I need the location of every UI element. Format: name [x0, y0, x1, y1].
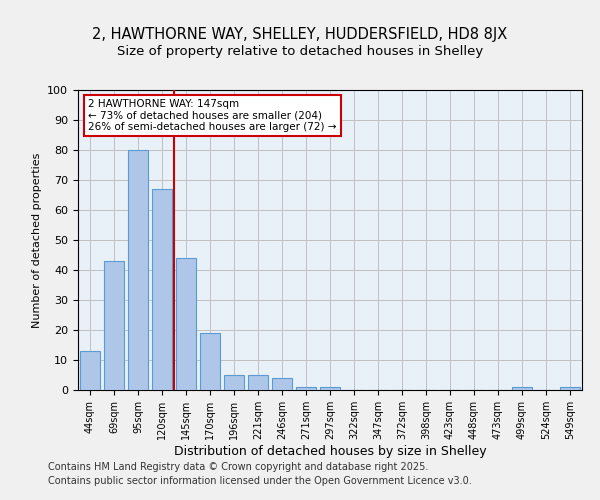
Bar	[224, 375, 244, 390]
Bar	[200, 333, 220, 390]
Bar	[512, 387, 532, 390]
Text: Contains HM Land Registry data © Crown copyright and database right 2025.: Contains HM Land Registry data © Crown c…	[48, 462, 428, 472]
Bar	[176, 258, 196, 390]
Bar	[296, 387, 316, 390]
Bar	[152, 189, 172, 390]
X-axis label: Distribution of detached houses by size in Shelley: Distribution of detached houses by size …	[173, 444, 487, 458]
Y-axis label: Number of detached properties: Number of detached properties	[32, 152, 42, 328]
Text: 2, HAWTHORNE WAY, SHELLEY, HUDDERSFIELD, HD8 8JX: 2, HAWTHORNE WAY, SHELLEY, HUDDERSFIELD,…	[92, 28, 508, 42]
Bar	[560, 387, 580, 390]
Bar	[272, 378, 292, 390]
Bar	[80, 351, 100, 390]
Text: Contains public sector information licensed under the Open Government Licence v3: Contains public sector information licen…	[48, 476, 472, 486]
Bar	[128, 150, 148, 390]
Bar	[104, 261, 124, 390]
Text: Size of property relative to detached houses in Shelley: Size of property relative to detached ho…	[117, 45, 483, 58]
Bar	[248, 375, 268, 390]
Bar	[320, 387, 340, 390]
Text: 2 HAWTHORNE WAY: 147sqm
← 73% of detached houses are smaller (204)
26% of semi-d: 2 HAWTHORNE WAY: 147sqm ← 73% of detache…	[88, 99, 337, 132]
